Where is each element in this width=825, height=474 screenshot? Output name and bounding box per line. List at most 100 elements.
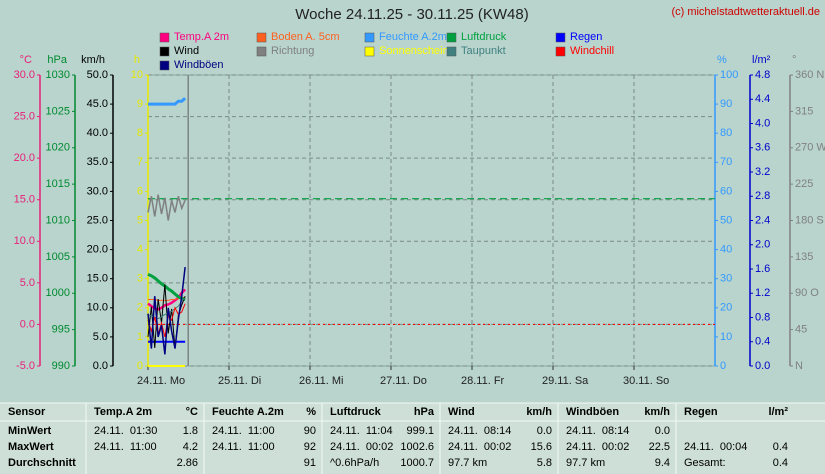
table-header: km/h — [526, 406, 552, 418]
table-header: km/h — [644, 406, 670, 418]
row-label: MinWert — [8, 425, 52, 437]
table-background — [0, 403, 825, 474]
table-cell: 24.11. 00:02 — [566, 441, 629, 453]
table-header: Sensor — [8, 406, 46, 418]
table-cell: 0.4 — [773, 441, 788, 453]
row-label: Durchschnitt — [8, 457, 76, 469]
table-cell: 5.8 — [537, 457, 552, 469]
legend-swatch — [446, 46, 457, 57]
table-cell: 24.11. 00:04 — [684, 441, 747, 453]
y-tick-label: 4.4 — [755, 93, 770, 105]
y-tick-label: 15.0 — [14, 194, 35, 206]
legend-label: Temp.A 2m — [174, 31, 229, 43]
legend-label: Regen — [570, 31, 602, 43]
y-tick-label: 995 — [52, 324, 70, 336]
y-tick-label: 60 — [720, 185, 732, 197]
y-tick-label: 15.0 — [87, 273, 108, 285]
table-cell: 999.1 — [406, 425, 434, 437]
y-tick-label: 2.8 — [755, 190, 770, 202]
series-line — [147, 194, 186, 221]
y-tick-label: 0.0 — [20, 318, 35, 330]
legend-swatch — [555, 46, 566, 57]
y-tick-label: 20.0 — [14, 152, 35, 164]
y-tick-label: 0.8 — [755, 311, 770, 323]
table-header: Temp.A 2m — [94, 406, 152, 418]
legend-label: Richtung — [271, 45, 314, 57]
y-tick-label: 1020 — [46, 142, 70, 154]
y-tick-label: 40 — [720, 244, 732, 256]
y-tick-label: 4 — [137, 244, 143, 256]
y-tick-label: 90 O — [795, 287, 819, 299]
x-tick-label: 25.11. Di — [218, 375, 261, 387]
table-cell: 92 — [304, 441, 316, 453]
table-header: % — [306, 406, 316, 418]
y-tick-label: -5.0 — [16, 360, 35, 372]
y-tick-label: 10 — [720, 331, 732, 343]
y-tick-label: 0 — [137, 360, 143, 372]
table-cell: 2.86 — [177, 457, 198, 469]
axis-title: h — [134, 54, 140, 66]
legend-swatch — [159, 46, 170, 57]
legend-swatch — [364, 46, 375, 57]
table-cell: 0.4 — [773, 457, 788, 469]
y-tick-label: 100 — [720, 69, 738, 81]
legend-swatch — [446, 32, 457, 43]
y-tick-label: 5.0 — [20, 277, 35, 289]
table-cell: Gesamt: — [684, 457, 726, 469]
y-tick-label: 70 — [720, 156, 732, 168]
axis-title: km/h — [81, 54, 105, 66]
table-cell: 24.11. 11:00 — [212, 441, 275, 453]
y-tick-label: 360 N — [795, 69, 824, 81]
table-cell: 24.11. 11:00 — [94, 441, 157, 453]
y-tick-label: 25.0 — [87, 214, 108, 226]
axis-title: hPa — [47, 54, 67, 66]
y-tick-label: 3.6 — [755, 142, 770, 154]
table-cell: ^0.6hPa/h — [330, 457, 379, 469]
y-tick-label: 1030 — [46, 69, 70, 81]
y-tick-label: 225 — [795, 178, 813, 190]
table-cell: 0.0 — [655, 425, 670, 437]
y-tick-label: 10.0 — [14, 235, 35, 247]
table-cell: 24.11. 08:14 — [566, 425, 629, 437]
table-cell: 9.4 — [655, 457, 670, 469]
x-tick-label: 27.11. Do — [380, 375, 427, 387]
legend-label: Taupunkt — [461, 45, 506, 57]
y-tick-label: 0.0 — [93, 360, 108, 372]
y-tick-label: 0 — [720, 360, 726, 372]
legend-swatch — [159, 60, 170, 71]
table-cell: 24.11. 11:00 — [212, 425, 275, 437]
x-tick-label: 24.11. Mo — [137, 375, 185, 387]
axis-title: ° — [792, 54, 796, 66]
table-header: l/m² — [768, 406, 788, 418]
y-tick-label: 5 — [137, 214, 143, 226]
table-header: °C — [186, 406, 198, 418]
y-tick-label: 80 — [720, 127, 732, 139]
table-cell: 24.11. 00:02 — [448, 441, 511, 453]
y-tick-label: 45 — [795, 324, 807, 336]
x-tick-label: 30.11. So — [623, 375, 669, 387]
table-cell: 91 — [304, 457, 316, 469]
legend-swatch — [159, 32, 170, 43]
table-header: Wind — [448, 406, 475, 418]
y-tick-label: 9 — [137, 98, 143, 110]
y-tick-label: 90 — [720, 98, 732, 110]
table-cell: 22.5 — [649, 441, 670, 453]
table-cell: 97.7 km — [448, 457, 487, 469]
y-tick-label: 1010 — [46, 214, 70, 226]
y-tick-label: 1025 — [46, 105, 70, 117]
y-tick-label: 35.0 — [87, 156, 108, 168]
y-tick-label: 990 — [52, 360, 70, 372]
legend-label: Windböen — [174, 59, 224, 71]
table-cell: 24.11. 01:30 — [94, 425, 157, 437]
legend-swatch — [256, 46, 267, 57]
axis-title: % — [717, 54, 727, 66]
y-tick-label: 8 — [137, 127, 143, 139]
y-tick-label: 7 — [137, 156, 143, 168]
y-tick-label: 25.0 — [14, 110, 35, 122]
y-tick-label: N — [795, 360, 803, 372]
y-tick-label: 1000 — [46, 287, 70, 299]
table-header: hPa — [414, 406, 435, 418]
x-tick-label: 29.11. Sa — [542, 375, 589, 387]
